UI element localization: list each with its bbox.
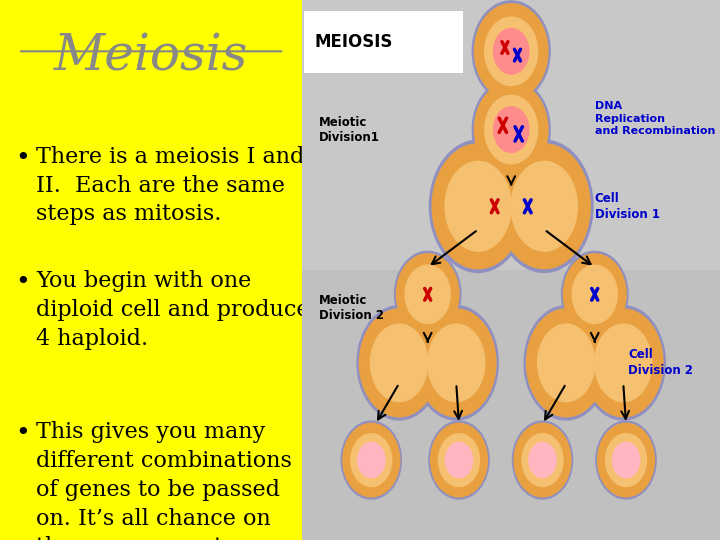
Ellipse shape xyxy=(432,144,524,269)
Ellipse shape xyxy=(584,309,663,417)
Circle shape xyxy=(474,82,548,177)
Circle shape xyxy=(413,275,443,314)
Circle shape xyxy=(472,1,550,102)
Circle shape xyxy=(562,252,628,337)
Ellipse shape xyxy=(581,306,665,420)
Text: You begin with one
diploid cell and produce
4 haploid.: You begin with one diploid cell and prod… xyxy=(36,270,310,349)
Ellipse shape xyxy=(429,140,527,272)
Circle shape xyxy=(396,254,459,335)
Circle shape xyxy=(485,17,538,85)
Ellipse shape xyxy=(538,324,595,402)
Circle shape xyxy=(343,423,400,497)
Circle shape xyxy=(431,423,487,497)
FancyBboxPatch shape xyxy=(302,270,720,540)
Text: •: • xyxy=(15,421,30,445)
Circle shape xyxy=(513,421,572,499)
FancyBboxPatch shape xyxy=(302,0,720,270)
Text: There is a meiosis I and
II.  Each are the same
steps as mitosis.: There is a meiosis I and II. Each are th… xyxy=(36,146,305,225)
Circle shape xyxy=(429,421,489,499)
Circle shape xyxy=(580,275,610,314)
Text: This gives you many
different combinations
of genes to be passed
on. It’s all ch: This gives you many different combinatio… xyxy=(36,421,292,540)
Ellipse shape xyxy=(495,140,593,272)
Circle shape xyxy=(446,442,472,478)
Circle shape xyxy=(494,29,528,74)
Ellipse shape xyxy=(595,324,652,402)
Text: Cell
Division 2: Cell Division 2 xyxy=(628,348,693,377)
Circle shape xyxy=(395,252,461,337)
Circle shape xyxy=(494,107,528,152)
Circle shape xyxy=(598,423,654,497)
Circle shape xyxy=(606,434,647,487)
Ellipse shape xyxy=(445,161,511,251)
Circle shape xyxy=(405,265,450,323)
Text: DNA
Replication
and Recombination: DNA Replication and Recombination xyxy=(595,102,715,136)
Ellipse shape xyxy=(359,309,438,417)
Text: Meiosis: Meiosis xyxy=(54,32,248,82)
Circle shape xyxy=(596,421,656,499)
Text: Meiotic
Division 2: Meiotic Division 2 xyxy=(319,294,384,322)
Text: •: • xyxy=(15,270,30,294)
Circle shape xyxy=(529,442,556,478)
Circle shape xyxy=(522,434,563,487)
Circle shape xyxy=(572,265,617,323)
Text: Cell
Division 1: Cell Division 1 xyxy=(595,192,660,221)
Circle shape xyxy=(472,79,550,180)
Ellipse shape xyxy=(498,144,590,269)
Circle shape xyxy=(341,421,402,499)
Ellipse shape xyxy=(414,306,498,420)
Text: MEIOSIS: MEIOSIS xyxy=(315,33,393,51)
FancyBboxPatch shape xyxy=(305,11,463,73)
Circle shape xyxy=(514,423,571,497)
Ellipse shape xyxy=(511,161,577,251)
Ellipse shape xyxy=(371,324,428,402)
Circle shape xyxy=(438,434,480,487)
Ellipse shape xyxy=(524,306,608,420)
Ellipse shape xyxy=(357,306,441,420)
Circle shape xyxy=(351,434,392,487)
Text: •: • xyxy=(15,146,30,170)
Circle shape xyxy=(474,4,548,99)
Ellipse shape xyxy=(526,309,606,417)
Circle shape xyxy=(358,442,385,478)
Ellipse shape xyxy=(417,309,496,417)
Text: Meiotic
Division1: Meiotic Division1 xyxy=(319,116,380,144)
Circle shape xyxy=(563,254,626,335)
Circle shape xyxy=(613,442,639,478)
Ellipse shape xyxy=(428,324,485,402)
Circle shape xyxy=(485,96,538,164)
